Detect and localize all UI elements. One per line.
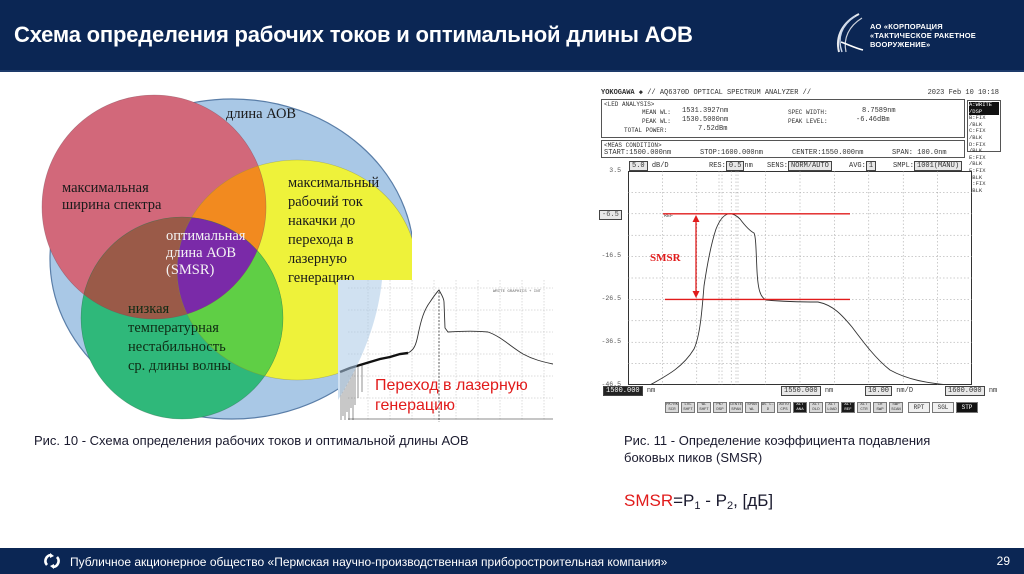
soft-key[interactable]: CENTER SPAN <box>729 402 743 413</box>
corporation-logo-text: АО «КОРПОРАЦИЯ «ТАКТИЧЕСКОЕ РАКЕТНОЕ ВОО… <box>870 22 976 49</box>
smsr-formula: SMSR=P1 - P2, [дБ] <box>624 491 774 512</box>
osa-soft-keys: PK/RK SCR LVL SHFT WL SHFT PK/ DSP CENTE… <box>665 402 978 414</box>
soft-key[interactable]: SPAN WL <box>745 402 759 413</box>
footer-bar <box>0 548 1024 574</box>
soft-key[interactable]: SWP SCAN <box>889 402 903 413</box>
x-div-label: 10.00 nm/D <box>865 386 913 396</box>
svg-text:REF: REF <box>664 213 673 219</box>
meas-condition-panel: <MEAS CONDITION> START:1500.000nm STOP:1… <box>601 140 965 158</box>
slide-title: Схема определения рабочих токов и оптима… <box>14 22 693 47</box>
label-low-temp-instability: низкая температурная нестабильность ср. … <box>128 301 231 374</box>
lasing-transition-caption: Переход в лазерную генерацию <box>375 377 528 414</box>
led-analysis-panel: <LED ANALYSIS> MEAN WL: 1531.3927nm PEAK… <box>601 99 965 138</box>
figure-10-caption: Рис. 10 - Схема определения рабочих токо… <box>34 433 469 448</box>
soft-key[interactable]: PK/ DSP <box>713 402 727 413</box>
svg-text:SMSR: SMSR <box>650 252 682 264</box>
trace-list-panel: A:WRITE /DSP B:FIX /BLK C:FIX /BLK D:FIX… <box>967 100 1001 194</box>
x-start-label: 1500.000 nm <box>603 386 655 396</box>
label-aov-length: длина АОВ <box>226 106 297 122</box>
scale-setting: 5.0 dB/D <box>629 161 669 171</box>
soft-key[interactable]: CH SWP <box>873 402 887 413</box>
label-max-pump-current: максимальный рабочий ток накачки до пере… <box>288 175 380 286</box>
soft-key[interactable]: ALT ANA <box>793 402 807 413</box>
sensitivity-setting: SENS: NORM/AUTO <box>767 161 832 171</box>
figure-11-caption-line2: боковых пиков (SMSR) <box>624 450 763 465</box>
optical-spectrum-analyzer-screen: YOKOGAWA ◆ // AQ6370D OPTICAL SPECTRUM A… <box>599 86 1003 416</box>
soft-key[interactable]: WL SHFT <box>697 402 711 413</box>
sampling-setting: SMPL: 1001(MANU) <box>893 161 963 171</box>
svg-text:WRITE GRAPHICS + INT: WRITE GRAPHICS + INT <box>493 290 542 294</box>
label-max-spectrum-width: максимальная ширина спектра <box>62 180 162 213</box>
stop-sweep-button[interactable]: STP <box>956 402 978 413</box>
header-divider <box>0 70 1024 72</box>
label-optimal-aov-length: оптимальная длина АОВ (SMSR) <box>166 228 246 278</box>
company-circular-arrows-icon <box>44 553 60 569</box>
soft-key[interactable]: WL L-D <box>761 402 775 413</box>
resolution-setting: RES: 0.5 nm <box>709 161 753 171</box>
repeat-sweep-button[interactable]: RPT <box>908 402 930 413</box>
soft-key[interactable]: LVL SHFT <box>681 402 695 413</box>
osa-spectrum-plot: REF SMSR <box>628 171 972 385</box>
footer-company-name: Публичное акционерное общество «Пермская… <box>70 555 668 569</box>
x-stop-label: 1600.000 nm <box>945 386 997 396</box>
soft-key[interactable]: ALT CTR <box>857 402 871 413</box>
header-bar <box>0 0 1024 70</box>
soft-key[interactable]: PK/RK SCR <box>665 402 679 413</box>
x-center-label: 1550.000 nm <box>781 386 833 396</box>
soft-key[interactable]: ALT DLD <box>809 402 823 413</box>
osa-title-bar: YOKOGAWA ◆ // AQ6370D OPTICAL SPECTRUM A… <box>601 89 999 97</box>
corporation-swoosh-icon <box>837 13 864 53</box>
single-sweep-button[interactable]: SGL <box>932 402 954 413</box>
figure-11-caption-line1: Рис. 11 - Определение коэффициента подав… <box>624 433 931 448</box>
page-number: 29 <box>996 554 1010 568</box>
soft-key[interactable]: ALT REF <box>841 402 855 413</box>
average-setting: AVG: 1 <box>849 161 877 171</box>
venn-outer-edge-overlay <box>338 280 382 400</box>
venn-diagram <box>41 94 412 420</box>
soft-key[interactable]: AUTO CPS <box>777 402 791 413</box>
soft-key[interactable]: ALT LOAD <box>825 402 839 413</box>
